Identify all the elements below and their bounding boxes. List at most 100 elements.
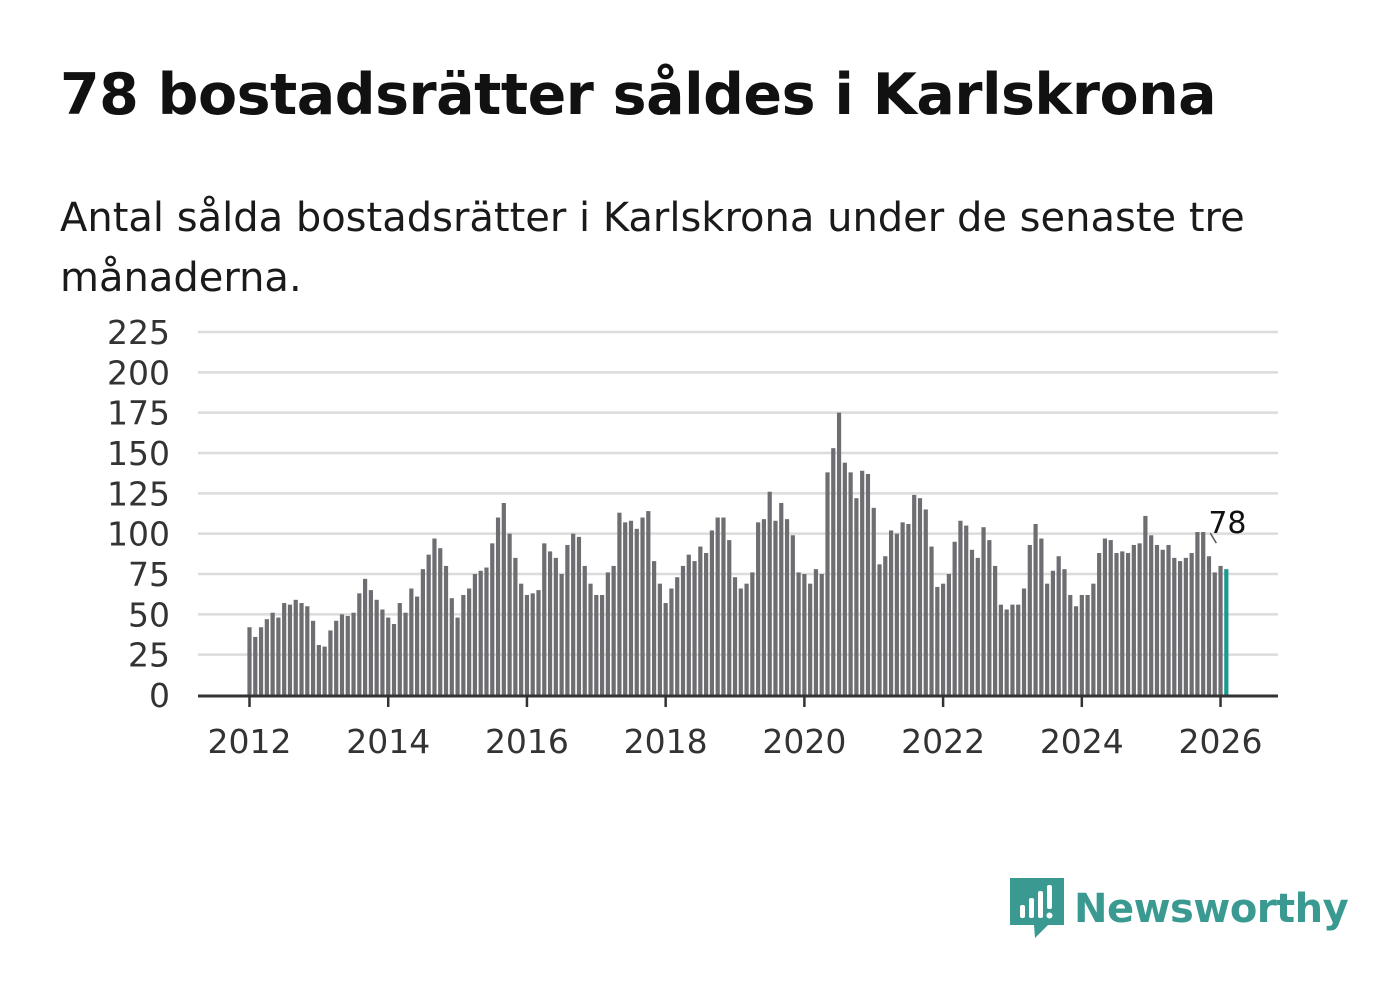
bar: [1114, 553, 1119, 695]
bar: [831, 448, 836, 695]
bar: [628, 520, 634, 695]
bar: [258, 627, 264, 695]
bar: [565, 544, 570, 695]
bar: [975, 557, 980, 695]
bar: [588, 583, 593, 695]
bar: [732, 577, 738, 695]
bar: [773, 520, 778, 695]
bar: [594, 594, 599, 695]
bar: [900, 522, 905, 695]
bar: [443, 565, 449, 695]
bar: [611, 565, 616, 695]
chart-subtitle: Antal sålda bostadsrätter i Karlskrona u…: [60, 195, 1245, 301]
bar: [657, 583, 662, 695]
bar: [1160, 549, 1165, 695]
y-tick-label: 75: [128, 555, 170, 594]
bar: [299, 603, 304, 695]
bar: [923, 509, 928, 695]
bar: [1172, 557, 1177, 695]
bar: [634, 528, 639, 695]
y-tick-label: 0: [149, 676, 170, 715]
bar: [675, 577, 680, 695]
bar: [865, 473, 871, 695]
bar: [461, 594, 466, 695]
bar: [1102, 538, 1108, 695]
bar: [1218, 565, 1223, 695]
bar: [796, 572, 801, 695]
bar: [1137, 543, 1142, 695]
bar: [345, 615, 350, 695]
bar: [305, 606, 310, 695]
bar: [1045, 583, 1050, 695]
bar: [420, 569, 425, 695]
bar: [438, 548, 443, 695]
bar: [860, 470, 865, 695]
bar: [553, 557, 558, 695]
bar: [854, 498, 859, 695]
y-tick-label: 125: [107, 474, 170, 513]
bar: [519, 583, 524, 695]
x-tick-label: 2018: [624, 722, 708, 761]
bar: [1166, 544, 1171, 695]
bar: [270, 612, 275, 695]
brand-name: Newsworthy: [1074, 886, 1349, 932]
bar: [363, 578, 368, 695]
bar: [247, 627, 252, 695]
bar: [987, 540, 992, 695]
bar: [981, 527, 986, 695]
bar: [680, 565, 686, 695]
bar: [813, 569, 819, 695]
bar: [935, 586, 940, 695]
y-tick-label: 225: [107, 313, 170, 352]
bar: [1206, 556, 1212, 695]
bar: [357, 593, 362, 695]
bar: [721, 517, 726, 695]
bar: [490, 543, 495, 695]
bar: [582, 565, 587, 695]
bar: [1085, 594, 1090, 695]
bar: [495, 517, 501, 695]
bar: [802, 574, 807, 695]
bar: [1125, 553, 1131, 695]
bar: [1120, 551, 1125, 695]
bar: [391, 624, 397, 695]
bar: [1027, 544, 1032, 695]
y-tick-label: 25: [128, 636, 170, 675]
bar: [704, 553, 709, 695]
newsworthy-logo-icon: [1010, 878, 1064, 938]
annotation: 78: [1208, 506, 1247, 544]
bar: [1143, 515, 1148, 695]
x-tick-label: 2022: [901, 722, 985, 761]
y-tick-label: 150: [107, 434, 170, 473]
bar-latest: [1224, 569, 1229, 695]
bars: [247, 412, 1229, 695]
bar: [253, 636, 258, 695]
chart-title: 78 bostadsrätter såldes i Karlskrona: [60, 62, 1217, 128]
annotation-leader: [1209, 532, 1217, 544]
bar: [507, 533, 512, 695]
bar: [1091, 583, 1096, 695]
bar: [472, 574, 478, 695]
bar: [1097, 553, 1102, 695]
bar: [761, 519, 767, 695]
bar: [727, 540, 732, 695]
bar: [397, 603, 402, 695]
bar: [663, 603, 668, 695]
bar: [883, 556, 888, 695]
bar: [617, 512, 622, 695]
bar: [692, 561, 697, 695]
bar: [646, 511, 651, 695]
x-tick-label: 2016: [485, 722, 569, 761]
bar: [998, 604, 1003, 695]
x-tick-label: 2024: [1040, 722, 1124, 761]
bar: [819, 574, 824, 695]
bar: [784, 519, 790, 695]
bar: [536, 590, 541, 695]
bar: [530, 593, 535, 695]
bar: [322, 646, 327, 695]
bar: [790, 535, 795, 695]
y-tick-label: 200: [107, 353, 170, 392]
bar: [432, 538, 437, 695]
bar: [1004, 609, 1009, 695]
bar: [513, 557, 518, 695]
